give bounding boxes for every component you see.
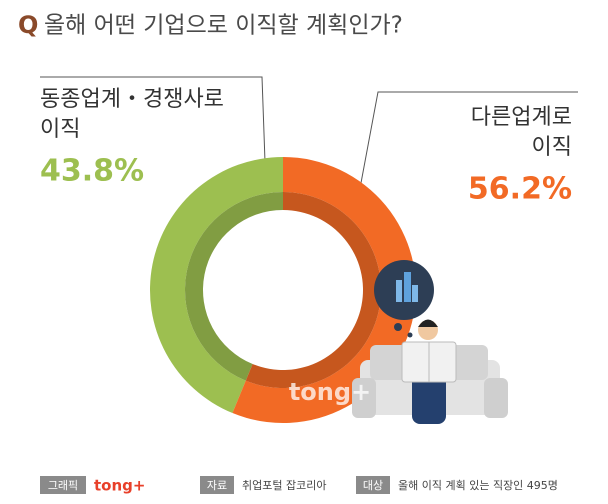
footer: 그래픽 tong+ 자료 취업포털 잡코리아 대상 올해 이직 계획 있는 직장인 495… <box>40 476 558 495</box>
leader-line <box>40 76 267 191</box>
question-mark: Q <box>18 11 38 39</box>
footer-text: 올해 이직 계획 있는 직장인 495명 <box>398 478 558 492</box>
footer-text: tong+ <box>94 477 145 495</box>
category-label: 동종업계・경쟁사로 이직 <box>40 87 224 142</box>
footer-tag-bg <box>200 476 234 494</box>
footer-tag: 대상 <box>363 479 383 492</box>
footer-tag-bg <box>40 476 86 494</box>
value-label: 43.8% <box>40 154 144 189</box>
category-label: 다른업계로 이직 <box>471 105 572 160</box>
value-label: 56.2% <box>468 172 572 207</box>
watermark: tong+ <box>289 378 371 406</box>
donut-segment-inner <box>245 192 382 389</box>
donut-segment <box>149 157 283 414</box>
chart-title: 올해 어떤 기업으로 이직할 계획인가? <box>44 13 403 39</box>
footer-tag: 자료 <box>207 479 227 492</box>
donut-segment-inner <box>185 192 283 381</box>
footer-tag: 그래픽 <box>48 479 78 492</box>
footer-tag-bg <box>356 476 390 494</box>
footer-text: 취업포털 잡코리아 <box>242 479 326 492</box>
leader-line <box>354 91 578 216</box>
illustration <box>352 260 508 424</box>
